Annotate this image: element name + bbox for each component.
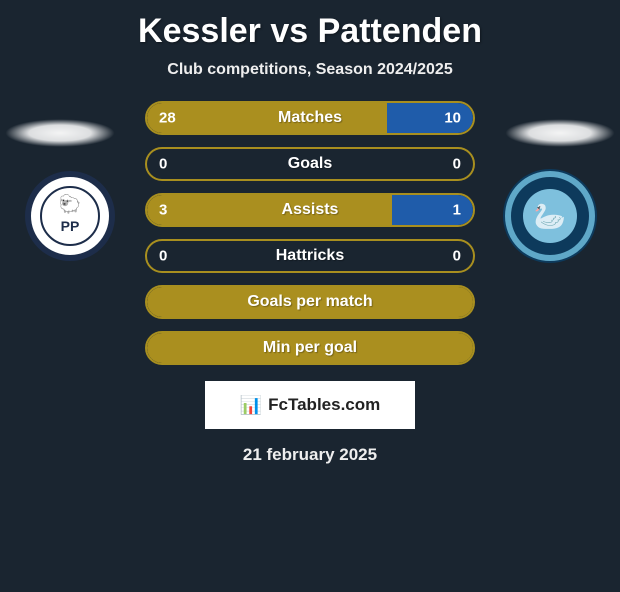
stat-bar: 28 10 Matches (145, 101, 475, 135)
stat-label: Hattricks (276, 247, 344, 265)
stat-bar: 0 0 Goals (145, 147, 475, 181)
crest-left-inner: PP (40, 186, 100, 246)
stat-bar-fill-left (147, 103, 387, 133)
spotlight-right (505, 119, 615, 147)
spotlight-left (5, 119, 115, 147)
stat-label: Min per goal (263, 339, 357, 357)
stat-bar-fill-left (147, 195, 392, 225)
crest-left-initials: PP (61, 218, 80, 234)
stat-value-right: 0 (453, 248, 461, 265)
chart-icon: 📊 (240, 395, 262, 416)
stat-value-right: 10 (444, 110, 461, 127)
footer-brand-box: 📊 FcTables.com (205, 381, 415, 429)
crest-left-outer: PP (25, 171, 115, 261)
stat-value-right: 1 (453, 202, 461, 219)
stat-value-left: 0 (159, 156, 167, 173)
page-title: Kessler vs Pattenden (0, 12, 620, 51)
stat-bar: 3 1 Assists (145, 193, 475, 227)
comparison-content: PP 🦢 28 10 Matches 0 0 Goals 3 1 Assists 0 0 Hattri… (0, 101, 620, 365)
stat-label: Assists (282, 201, 339, 219)
stat-value-right: 0 (453, 156, 461, 173)
stat-value-left: 0 (159, 248, 167, 265)
footer-brand-text: FcTables.com (268, 395, 380, 415)
stat-label: Goals per match (247, 293, 372, 311)
stat-value-left: 28 (159, 110, 176, 127)
stat-bar: Goals per match (145, 285, 475, 319)
stat-bar: Min per goal (145, 331, 475, 365)
crest-right-outer: 🦢 (505, 171, 595, 261)
stat-label: Goals (288, 155, 332, 173)
page-subtitle: Club competitions, Season 2024/2025 (0, 61, 620, 79)
stat-bars: 28 10 Matches 0 0 Goals 3 1 Assists 0 0 Hattricks Go… (145, 101, 475, 365)
stat-bar: 0 0 Hattricks (145, 239, 475, 273)
footer-date: 21 february 2025 (0, 445, 620, 465)
stat-label: Matches (278, 109, 342, 127)
stat-value-left: 3 (159, 202, 167, 219)
crest-right: 🦢 (505, 171, 595, 261)
crest-right-inner: 🦢 (523, 189, 577, 243)
crest-left: PP (25, 171, 115, 261)
crest-right-icon: 🦢 (534, 201, 566, 232)
